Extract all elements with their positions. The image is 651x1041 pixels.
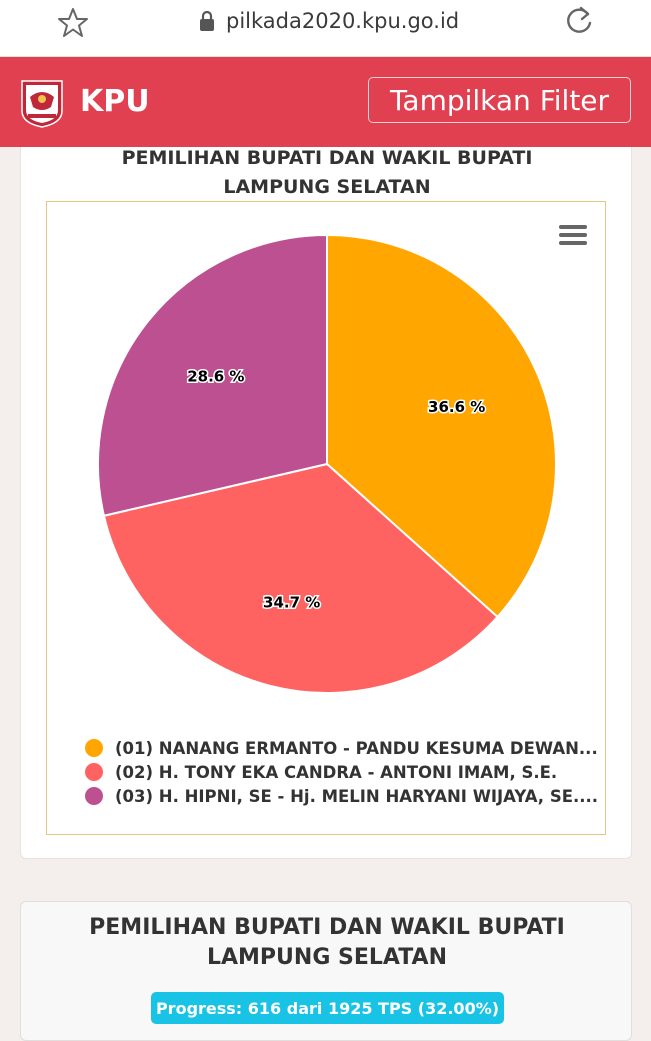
- pie-data-label-3: 28.6 %: [187, 368, 244, 386]
- pie-slice-2[interactable]: [102, 462, 499, 694]
- result-card: PEMILIHAN BUPATI DAN WAKIL BUPATI LAMPUN…: [20, 147, 632, 859]
- legend-label: (03) H. HIPNI, SE - Hj. MELIN HARYANI WI…: [115, 786, 599, 806]
- pie-chart: 36.6 % 34.7 % 28.6 %: [97, 233, 557, 694]
- chart-legend: (01) NANANG ERMANTO - PANDU KESUMA DEWAN…: [85, 736, 598, 808]
- pie-slice-1[interactable]: [326, 233, 557, 619]
- legend-color-dot: [85, 739, 103, 757]
- browser-url-bar: pilkada2020.kpu.go.id: [0, 0, 651, 57]
- star-icon[interactable]: [56, 6, 90, 40]
- legend-color-dot: [85, 787, 103, 805]
- url-display[interactable]: pilkada2020.kpu.go.id: [198, 6, 459, 36]
- legend-color-dot: [85, 763, 103, 781]
- progress-badge: Progress: 616 dari 1925 TPS (32.00%): [151, 992, 504, 1024]
- pie-slice-3[interactable]: [97, 233, 328, 517]
- lock-icon: [200, 10, 214, 31]
- url-text: pilkada2020.kpu.go.id: [226, 9, 460, 33]
- kpu-logo[interactable]: [18, 77, 66, 129]
- progress-card: PEMILIHAN BUPATI DAN WAKIL BUPATI LAMPUN…: [20, 901, 632, 1041]
- legend-item-1[interactable]: (01) NANANG ERMANTO - PANDU KESUMA DEWAN…: [85, 736, 598, 760]
- legend-label: (02) H. TONY EKA CANDRA - ANTONI IMAM, S…: [115, 762, 558, 782]
- card-title-line1: PEMILIHAN BUPATI DAN WAKIL BUPATI: [121, 147, 533, 169]
- site-header: KPU Tampilkan Filter: [0, 57, 651, 147]
- brand-title[interactable]: KPU: [80, 84, 150, 119]
- legend-label: (01) NANANG ERMANTO - PANDU KESUMA DEWAN…: [115, 738, 598, 758]
- pie-data-label-2: 34.7 %: [263, 594, 320, 612]
- pie-chart-container: 36.6 % 34.7 % 28.6 % (01) NANANG ERMANTO -…: [46, 201, 606, 835]
- card-title-line2: LAMPUNG SELATAN: [223, 176, 431, 198]
- show-filter-button[interactable]: Tampilkan Filter: [368, 77, 631, 123]
- card2-title-line1: PEMILIHAN BUPATI DAN WAKIL BUPATI: [89, 915, 565, 940]
- legend-item-3[interactable]: (03) H. HIPNI, SE - Hj. MELIN HARYANI WI…: [85, 784, 598, 808]
- pie-data-label-1: 36.6 %: [428, 398, 485, 416]
- chart-menu-icon[interactable]: [559, 224, 587, 246]
- card2-title-line2: LAMPUNG SELATAN: [206, 945, 447, 970]
- reload-icon[interactable]: [562, 4, 596, 38]
- legend-item-2[interactable]: (02) H. TONY EKA CANDRA - ANTONI IMAM, S…: [85, 760, 598, 784]
